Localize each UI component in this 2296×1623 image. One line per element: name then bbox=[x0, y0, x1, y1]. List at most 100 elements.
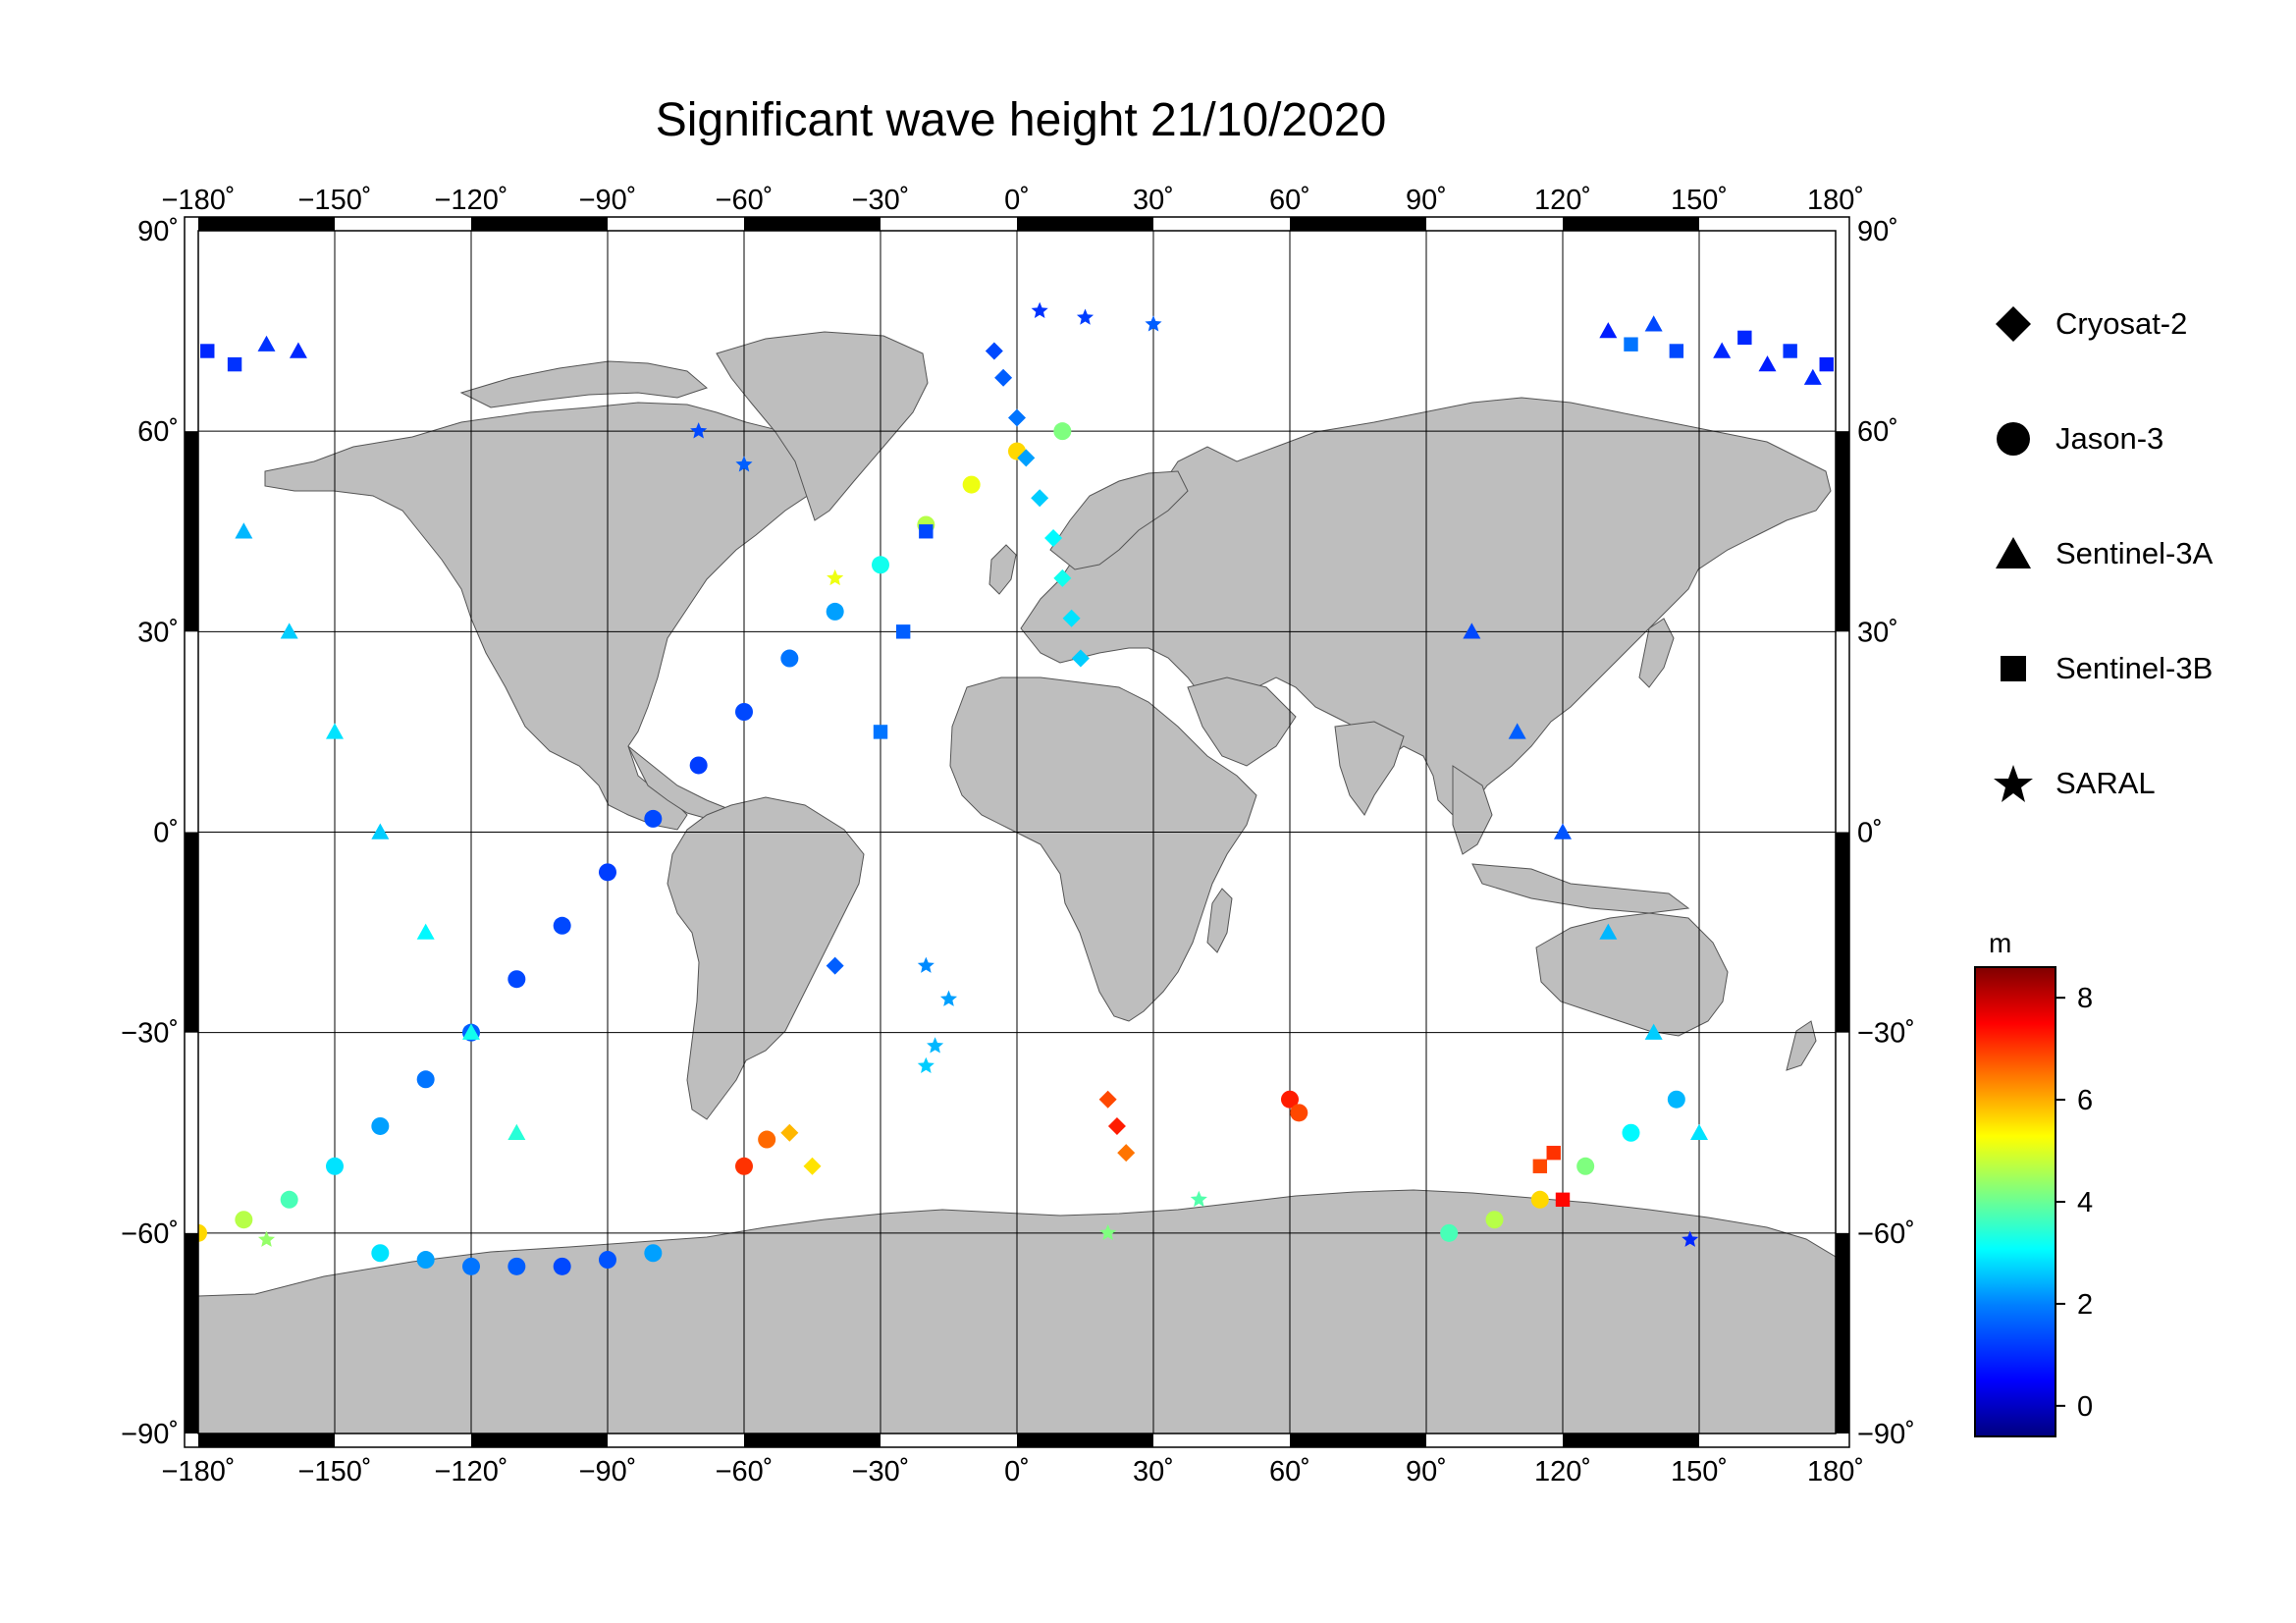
legend-label: Cryosat-2 bbox=[2056, 306, 2188, 341]
jason-3-point bbox=[826, 602, 844, 621]
cryosat-2-point bbox=[1107, 1116, 1126, 1135]
lon-tick-label-top: 180˚ bbox=[1807, 185, 1864, 216]
lon-tick-label-bottom: 0˚ bbox=[1004, 1456, 1030, 1488]
arctic-canada-land bbox=[459, 360, 708, 408]
india-land bbox=[1334, 721, 1405, 816]
legend-label: Sentinel-3A bbox=[2056, 536, 2214, 570]
cryosat-2-point bbox=[1031, 489, 1049, 508]
jason-3-point bbox=[1530, 1190, 1549, 1209]
saral-point bbox=[1076, 308, 1095, 325]
legend-item-sentinel-3a: Sentinel-3A bbox=[1993, 524, 2213, 583]
legend-item-jason-3: Jason-3 bbox=[1993, 409, 2163, 468]
lat-tick-label-right: 90˚ bbox=[1857, 216, 1898, 247]
lon-tick-label-bottom: 180˚ bbox=[1807, 1456, 1864, 1488]
legend-label: Sentinel-3B bbox=[2056, 651, 2214, 685]
lat-tick-label-left: −90˚ bbox=[121, 1419, 179, 1450]
jason-3-point bbox=[371, 1244, 390, 1263]
frame-segment bbox=[1836, 832, 1849, 1033]
jason-3-point bbox=[326, 1157, 344, 1175]
frame-segment bbox=[198, 217, 335, 231]
lon-tick-label-top: 0˚ bbox=[1004, 185, 1030, 216]
jason-3-point bbox=[553, 916, 571, 935]
sentinel-3b-point bbox=[227, 356, 242, 372]
jason-3-point bbox=[1281, 1090, 1299, 1109]
saral-point bbox=[690, 422, 708, 439]
sentinel-3b-point bbox=[1624, 337, 1638, 352]
cryosat-2-point bbox=[994, 368, 1013, 387]
cryosat-2-point bbox=[1017, 449, 1036, 467]
frame-segment bbox=[471, 1434, 608, 1447]
sentinel-3b-point bbox=[1819, 356, 1834, 372]
frame-segment bbox=[185, 832, 198, 1033]
lon-tick-label-top: −120˚ bbox=[435, 185, 508, 216]
lat-tick-label-left: 90˚ bbox=[137, 216, 179, 247]
map-frame bbox=[184, 216, 1850, 1448]
lon-tick-label-top: 90˚ bbox=[1406, 185, 1447, 216]
jason-3-point bbox=[735, 703, 753, 721]
lat-tick-label-right: 30˚ bbox=[1857, 617, 1898, 648]
saral-point bbox=[927, 1037, 944, 1054]
lat-tick-label-right: −30˚ bbox=[1857, 1018, 1915, 1050]
north-america-land bbox=[264, 392, 865, 831]
saral-point bbox=[257, 1230, 276, 1247]
satellite-tracks bbox=[198, 301, 1834, 1275]
sentinel-3a-point bbox=[1644, 1023, 1663, 1040]
jason-3-point bbox=[1440, 1223, 1459, 1242]
jason-3-point bbox=[416, 1070, 435, 1089]
jason-3-point bbox=[416, 1251, 435, 1270]
madagascar-land bbox=[1206, 888, 1233, 953]
lon-tick-label-bottom: −30˚ bbox=[852, 1456, 910, 1488]
sentinel-3a-point bbox=[235, 522, 253, 539]
sentinel-3a-point bbox=[1644, 315, 1663, 332]
jason-3-point bbox=[1622, 1123, 1640, 1142]
colorbar-tick-label: 4 bbox=[2077, 1187, 2093, 1218]
triangle-icon bbox=[1996, 537, 2031, 568]
saral-point bbox=[1145, 315, 1162, 332]
cryosat-2-point bbox=[1053, 568, 1072, 587]
cryosat-2-point bbox=[1098, 1090, 1117, 1109]
greenland-land bbox=[716, 331, 929, 521]
frame-segment bbox=[1836, 1232, 1849, 1434]
frame-segment bbox=[1017, 217, 1153, 231]
frame-segment bbox=[1290, 1434, 1426, 1447]
frame-segment bbox=[471, 217, 608, 231]
sentinel-3b-point bbox=[919, 524, 934, 539]
lat-tick-label-right: 0˚ bbox=[1857, 818, 1883, 849]
jason-3-point bbox=[553, 1257, 571, 1275]
sentinel-3a-point bbox=[289, 342, 307, 358]
legend-item-sentinel-3b: Sentinel-3B bbox=[1993, 639, 2213, 698]
axis-labels: −180˚ −180˚ −150˚ −150˚ −120˚ −120˚ −90˚ −90˚ −6… bbox=[121, 185, 1915, 1488]
jason-3-point bbox=[1053, 422, 1072, 441]
cryosat-2-point bbox=[1008, 408, 1026, 427]
lat-tick-label-left: 0˚ bbox=[153, 818, 179, 849]
sentinel-3a-point bbox=[416, 923, 435, 940]
sentinel-3b-point bbox=[200, 344, 215, 358]
jason-3-point bbox=[507, 1257, 526, 1275]
jason-3-point bbox=[1485, 1211, 1504, 1229]
cryosat-2-point bbox=[1071, 649, 1090, 668]
jason-3-point bbox=[1576, 1157, 1595, 1175]
sentinel-3a-point bbox=[1803, 368, 1822, 385]
legend-label: SARAL bbox=[2056, 766, 2156, 800]
cryosat-2-point bbox=[1062, 609, 1081, 627]
sentinel-3b-point bbox=[873, 725, 888, 739]
sentinel-3a-point bbox=[1599, 322, 1618, 339]
sentinel-3a-point bbox=[257, 335, 276, 352]
sentinel-3b-point bbox=[1783, 344, 1797, 358]
lon-tick-label-bottom: 30˚ bbox=[1133, 1456, 1174, 1488]
jason-3-point bbox=[462, 1257, 480, 1275]
jason-3-point bbox=[644, 1244, 663, 1263]
cryosat-2-point bbox=[803, 1157, 822, 1175]
lon-tick-label-top: −150˚ bbox=[298, 185, 372, 216]
sentinel-3a-point bbox=[1758, 355, 1777, 372]
map-title: Significant wave height 21/10/2020 bbox=[655, 94, 1387, 146]
legend-item-saral: SARAL bbox=[1993, 754, 2156, 813]
legend-item-cryosat-2: Cryosat-2 bbox=[1993, 295, 2187, 353]
diamond-icon bbox=[1996, 306, 2031, 342]
sentinel-3a-point bbox=[280, 622, 298, 639]
lon-tick-label-top: 150˚ bbox=[1671, 185, 1728, 216]
lat-tick-label-left: 60˚ bbox=[137, 416, 179, 448]
jason-3-point bbox=[1667, 1090, 1685, 1109]
south-america-land bbox=[667, 796, 865, 1120]
